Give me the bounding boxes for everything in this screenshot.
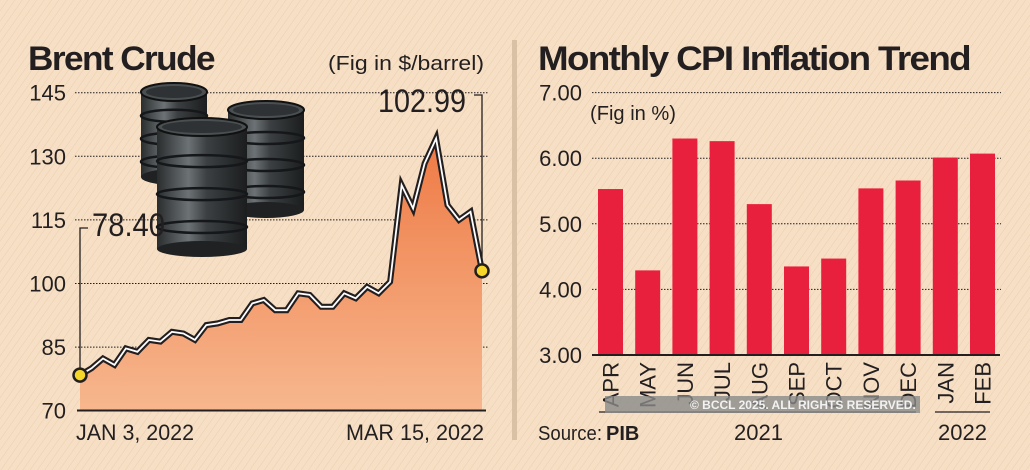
brent-title: Brent Crude	[28, 40, 215, 78]
cpi-x-label: JAN	[933, 362, 958, 404]
cpi-bar-jan	[932, 157, 958, 355]
brent-unit-note: (Fig in $/barrel)	[328, 53, 484, 75]
brent-y-axis: 70 85 100 115 130 145	[29, 81, 66, 424]
cpi-bar-aug	[746, 204, 772, 355]
cpi-panel: Monthly CPI Inflation Trend (Fig in %) 3…	[538, 40, 1001, 445]
brent-panel: Brent Crude (Fig in $/barrel) 70 85 100 115…	[28, 40, 490, 445]
start-label-leader	[79, 227, 88, 376]
start-value-label: 78.40	[92, 207, 165, 243]
source-label: Source:	[538, 423, 602, 445]
end-point-marker	[474, 263, 490, 279]
cpi-bar-feb	[970, 153, 995, 355]
year-label-2022: 2022	[938, 420, 987, 445]
brent-y-tick-label: 145	[29, 81, 66, 106]
end-label-leader	[474, 94, 483, 271]
cpi-x-label: FEB	[971, 362, 996, 405]
cpi-bars	[598, 138, 995, 355]
cpi-bar-sep	[784, 266, 809, 355]
brent-y-tick-label: 115	[31, 208, 66, 233]
cpi-x-label: JUL	[710, 362, 735, 401]
cpi-y-tick-label: 5.00	[539, 212, 582, 237]
brent-y-tick-label: 70	[42, 399, 66, 424]
cpi-y-tick-label: 6.00	[539, 146, 582, 171]
brent-y-tick-label: 100	[29, 272, 66, 297]
cpi-bar-dec	[895, 180, 921, 355]
cpi-y-tick-label: 4.00	[539, 277, 582, 302]
x-label-end: MAR 15, 2022	[346, 420, 484, 445]
barrel-front	[155, 117, 249, 257]
brent-y-tick-label: 85	[42, 335, 66, 360]
cpi-y-tick-label: 3.00	[539, 343, 582, 368]
watermark-text: © BCCL 2025. ALL RIGHTS RESERVED.	[690, 398, 916, 412]
brent-area	[80, 138, 482, 411]
brent-y-tick-label: 130	[29, 144, 66, 169]
cpi-unit-note: (Fig in %)	[590, 103, 676, 125]
watermark: © BCCL 2025. ALL RIGHTS RESERVED.	[605, 396, 920, 413]
cpi-y-tick-label: 7.00	[539, 81, 582, 106]
cpi-title: Monthly CPI Inflation Trend	[538, 40, 970, 78]
cpi-bar-jun	[672, 138, 698, 355]
cpi-bar-nov	[858, 188, 884, 355]
start-point-marker	[72, 367, 88, 383]
cpi-y-axis: 3.00 4.00 5.00 6.00 7.00	[539, 81, 582, 368]
cpi-bar-apr	[598, 189, 623, 355]
year-label-2021: 2021	[734, 420, 783, 445]
x-label-start: JAN 3, 2022	[76, 420, 194, 445]
cpi-bar-may	[635, 270, 661, 355]
source-value: PIB	[606, 423, 639, 445]
oil-barrels-illustration	[139, 82, 306, 257]
cpi-bar-oct	[821, 258, 847, 355]
panel-divider	[512, 40, 517, 440]
cpi-bar-jul	[709, 141, 735, 355]
brent-line-highlight	[79, 135, 483, 376]
end-value-label: 102.99	[378, 83, 466, 119]
